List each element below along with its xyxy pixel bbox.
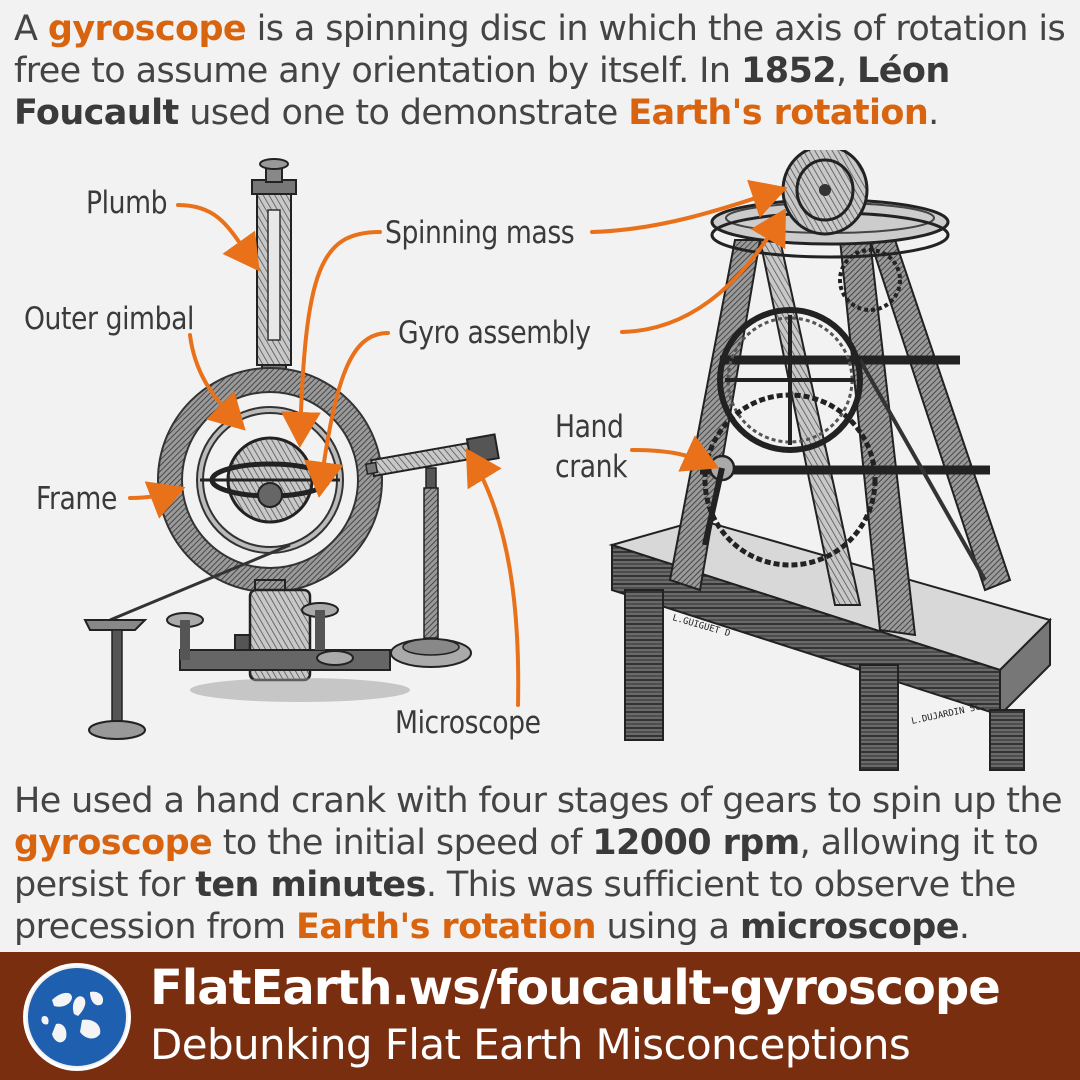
text-segment: using a xyxy=(595,907,740,947)
emphasis-segment: Earth's rotation xyxy=(296,907,597,947)
text-segment: . This was sufficient to observe the pre… xyxy=(14,865,1016,947)
engraver-signature-2: L.DUJARDIN SC. xyxy=(911,701,987,727)
intro-paragraph: A gyroscope is a spinning disc in which … xyxy=(14,8,1074,134)
microscope-drawing xyxy=(364,433,500,668)
label-frame: Frame xyxy=(36,481,117,517)
text-segment: , xyxy=(835,51,858,91)
gyroscope-engraving: L.GUIGUET D L.DUJARDIN SC. xyxy=(83,150,1052,771)
emphasis-segment: 12000 rpm xyxy=(592,823,800,863)
text-segment: to the initial speed of xyxy=(212,823,593,863)
hand-crank-machine: L.GUIGUET D L.DUJARDIN SC. xyxy=(608,150,1052,771)
text-segment: used one to demonstrate xyxy=(178,93,629,133)
text-segment: , allowing it to persist for xyxy=(14,823,1039,905)
globe-logo-icon xyxy=(23,963,131,1071)
label-plumb: Plumb xyxy=(86,185,168,221)
emphasis-segment: Léon Foucault xyxy=(14,51,950,133)
emphasis-segment: microscope xyxy=(739,907,960,947)
text-segment: . xyxy=(928,93,939,133)
emphasis-segment: Earth's rotation xyxy=(628,93,929,133)
site-tagline: Debunking Flat Earth Misconceptions xyxy=(150,1020,911,1069)
gyroscope-apparatus xyxy=(83,158,410,740)
text-segment: . xyxy=(958,907,970,947)
label-gyro-assembly: Gyro assembly xyxy=(398,315,591,351)
outro-paragraph: He used a hand crank with four stages of… xyxy=(14,780,1074,948)
label-outer-gimbal: Outer gimbal xyxy=(24,301,194,337)
text-segment: is a spinning disc in which the axis of … xyxy=(14,9,1066,91)
text-segment: A xyxy=(14,9,48,49)
emphasis-segment: ten minutes xyxy=(195,865,426,905)
emphasis-segment: gyroscope xyxy=(47,9,247,49)
label-hand-crank-2: crank xyxy=(555,449,628,485)
site-url[interactable]: FlatEarth.ws/foucault-gyroscope xyxy=(150,960,1001,1016)
label-spinning-mass: Spinning mass xyxy=(385,215,575,251)
label-arrows xyxy=(128,179,788,707)
emphasis-segment: 1852 xyxy=(740,51,837,91)
label-hand-crank-1: Hand xyxy=(555,409,624,445)
illustration: L.GUIGUET D L.DUJARDIN SC. xyxy=(0,150,1080,780)
footer-banner: FlatEarth.ws/foucault-gyroscope Debunkin… xyxy=(0,952,1080,1080)
emphasis-segment: gyroscope xyxy=(14,823,213,863)
label-microscope: Microscope xyxy=(395,705,541,741)
text-segment: He used a hand crank with four stages of… xyxy=(14,781,1063,821)
